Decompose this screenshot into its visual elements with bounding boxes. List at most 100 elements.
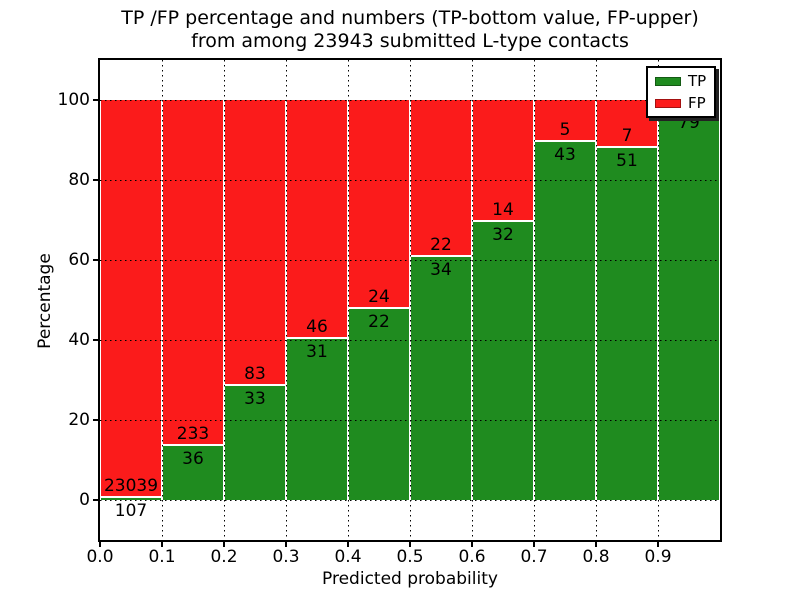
tp-count-label: 36 (182, 449, 204, 470)
y-tick-label-0: 0 (79, 490, 90, 510)
segment-divider (287, 336, 347, 339)
x-tick-0.4 (347, 542, 349, 547)
tp-segment (659, 109, 719, 500)
v-gridline-0.8 (596, 60, 597, 540)
y-tick-0 (93, 499, 98, 501)
v-gridline-0.2 (224, 60, 225, 540)
y-tick-100 (93, 99, 98, 101)
tp-segment (535, 141, 595, 500)
x-tick-0.8 (595, 542, 597, 547)
tp-segment (597, 148, 657, 500)
x-tick-label-0.8: 0.8 (582, 547, 610, 567)
tp-count-label: 31 (306, 341, 328, 362)
fp-segment (535, 100, 595, 140)
y-tick-label-80: 80 (68, 170, 90, 190)
fp-segment (287, 100, 347, 337)
x-tick-label-0.2: 0.2 (210, 547, 238, 567)
segment-divider (225, 384, 285, 387)
legend-item-tp: TP (655, 73, 707, 89)
fp-count-label: 46 (306, 316, 328, 337)
segment-divider (349, 306, 409, 309)
fp-segment (349, 100, 409, 307)
y-tick-label-20: 20 (68, 410, 90, 430)
v-gridline-0.4 (348, 60, 349, 540)
tp-segment (225, 386, 285, 500)
segment-divider (535, 139, 595, 142)
legend-label-fp: FP (688, 93, 706, 112)
tp-segment (411, 257, 471, 500)
x-tick-label-0.6: 0.6 (458, 547, 486, 567)
y-axis-label: Percentage (35, 253, 55, 349)
legend-label-tp: TP (688, 71, 707, 90)
tp-count-label: 34 (430, 260, 452, 281)
legend-item-fp: FP (655, 95, 707, 111)
tp-count-label: 43 (554, 144, 576, 165)
plot-area: 23039 107 233 36 83 33 46 31 24 22 22 34 14 32 5 43 7 51 7… (98, 58, 722, 542)
tp-segment (101, 498, 161, 500)
v-gridline-0.1 (162, 60, 163, 540)
y-tick-label-60: 60 (68, 250, 90, 270)
fp-count-label: 233 (176, 424, 210, 445)
fp-count-label: 23039 (103, 476, 159, 497)
segment-divider (597, 146, 657, 149)
v-gridline-0.3 (286, 60, 287, 540)
fp-count-label: 14 (492, 199, 514, 220)
x-tick-label-0.7: 0.7 (520, 547, 548, 567)
tp-count-label: 51 (616, 151, 638, 172)
tp-count-label: 33 (244, 389, 266, 410)
v-gridline-0.6 (472, 60, 473, 540)
bar-0.2-0.3 (224, 100, 286, 500)
fp-count-label: 7 (621, 126, 633, 147)
fp-count-label: 22 (430, 235, 452, 256)
bar-0.6-0.7 (472, 100, 534, 500)
grid-layer (100, 60, 720, 540)
y-tick-60 (93, 259, 98, 261)
x-tick-0.3 (285, 542, 287, 547)
bar-0.5-0.6 (410, 100, 472, 500)
tp-count-label: 32 (492, 224, 514, 245)
segment-divider (163, 444, 223, 447)
x-tick-0.0 (99, 542, 101, 547)
tp-count-label: 79 (678, 112, 700, 133)
fp-count-label: 83 (244, 364, 266, 385)
tp-count-label: 22 (368, 311, 390, 332)
x-tick-0.2 (223, 542, 225, 547)
fp-count-label: 24 (368, 286, 390, 307)
x-tick-0.1 (161, 542, 163, 547)
chart-title: TP /FP percentage and numbers (TP-bottom… (100, 7, 720, 53)
tp-segment (163, 446, 223, 500)
fp-segment (225, 100, 285, 385)
y-tick-label-40: 40 (68, 330, 90, 350)
x-tick-0.7 (533, 542, 535, 547)
x-tick-label-0.3: 0.3 (272, 547, 300, 567)
fp-segment (411, 100, 471, 256)
bars-layer (100, 60, 720, 540)
legend: TP FP (646, 66, 716, 118)
fp-count-label: 5 (559, 119, 571, 140)
y-tick-80 (93, 179, 98, 181)
x-tick-label-0.0: 0.0 (86, 547, 114, 567)
tp-color-swatch (655, 76, 681, 86)
chart-title-line1: TP /FP percentage and numbers (TP-bottom… (121, 7, 699, 29)
bar-labels-layer: 23039 107 233 36 83 33 46 31 24 22 22 34 14 32 5 43 7 51 7… (100, 60, 720, 540)
fp-segment (473, 100, 533, 220)
v-gridline-0.7 (534, 60, 535, 540)
fp-color-swatch (655, 98, 681, 108)
x-axis-label: Predicted probability (322, 569, 498, 589)
segment-divider (411, 255, 471, 258)
x-tick-label-0.4: 0.4 (334, 547, 362, 567)
x-tick-label-0.9: 0.9 (644, 547, 672, 567)
y-tick-40 (93, 339, 98, 341)
x-tick-0.6 (471, 542, 473, 547)
v-gridline-0.9 (658, 60, 659, 540)
x-tick-label-0.1: 0.1 (148, 547, 176, 567)
x-tick-0.9 (657, 542, 659, 547)
y-tick-20 (93, 419, 98, 421)
x-tick-0.5 (409, 542, 411, 547)
bar-0.1-0.2 (162, 100, 224, 500)
segment-divider (473, 219, 533, 222)
v-gridline-0.5 (410, 60, 411, 540)
bar-0.3-0.4 (286, 100, 348, 500)
chart-title-line2: from among 23943 submitted L-type contac… (191, 30, 629, 52)
